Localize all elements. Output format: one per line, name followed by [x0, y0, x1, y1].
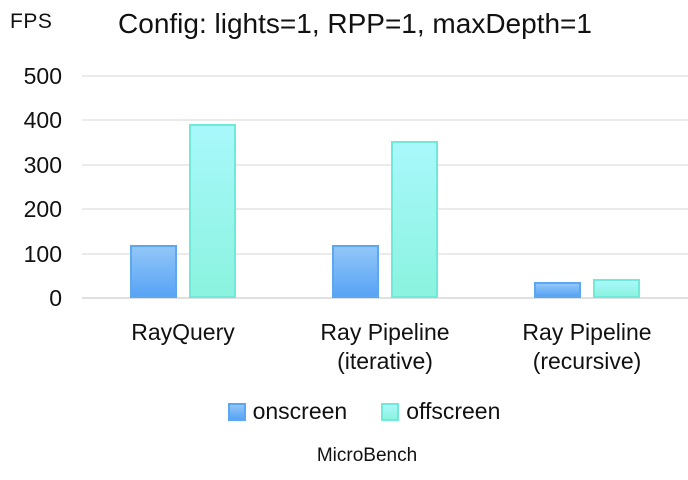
gridline-100	[82, 252, 688, 255]
bar-onscreen-group2	[332, 244, 379, 298]
y-axis-ticks: 0 100 200 300 400 500	[0, 0, 62, 480]
y-tick-label-100: 100	[23, 240, 62, 267]
gridline-200	[82, 208, 688, 211]
x-label-group2: Ray Pipeline (iterative)	[320, 319, 450, 374]
bar-onscreen-group3	[534, 282, 581, 298]
chart-caption: MicroBench	[316, 445, 418, 466]
legend-item-onscreen: onscreen	[227, 398, 348, 425]
plot-area	[82, 75, 688, 299]
bar-onscreen-group1	[130, 244, 177, 298]
legend-label-offscreen: offscreen	[406, 398, 501, 424]
bar-offscreen-group3	[593, 279, 640, 298]
gridline-300	[82, 163, 688, 166]
legend-item-offscreen: offscreen	[381, 398, 500, 425]
bar-offscreen-group2	[391, 141, 438, 298]
y-tick-label-400: 400	[23, 107, 62, 134]
legend: onscreen offscreen	[40, 398, 688, 425]
y-tick-label-500: 500	[23, 63, 62, 89]
legend-label-onscreen: onscreen	[252, 398, 348, 424]
y-tick-label-300: 300	[23, 151, 62, 178]
chart-title: Config: lights=1, RPP=1, maxDepth=1	[118, 8, 592, 39]
y-tick-label-0: 0	[49, 285, 62, 311]
gridline-500	[82, 75, 688, 77]
legend-swatch-offscreen	[381, 402, 400, 421]
y-axis-title: FPS	[10, 10, 53, 33]
x-label-group3: Ray Pipeline (recursive)	[522, 319, 652, 374]
legend-swatch-onscreen	[227, 402, 246, 421]
bar-offscreen-group1	[189, 123, 236, 298]
y-tick-label-200: 200	[23, 196, 62, 223]
gridline-400	[82, 119, 688, 122]
x-axis-labels: RayQuery Ray Pipeline (iterative) Ray Pipe…	[82, 318, 688, 380]
gridline-0	[82, 297, 688, 299]
x-label-group1: RayQuery	[131, 319, 235, 345]
